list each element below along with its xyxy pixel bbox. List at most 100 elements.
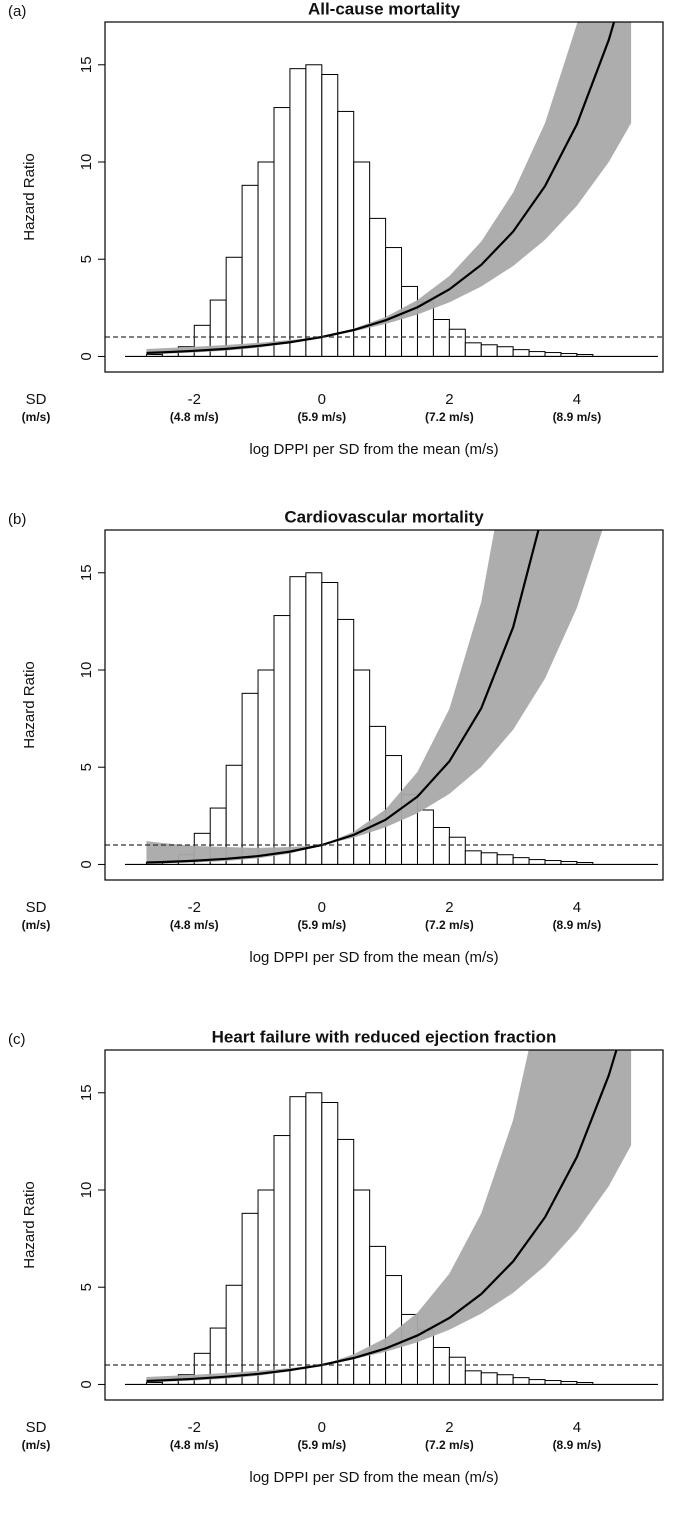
y-tick-label: 15 [78, 1084, 95, 1101]
histogram-bar [337, 618, 355, 865]
histogram-bar [448, 836, 466, 865]
y-tick-label: 15 [78, 56, 95, 73]
x-tick-sublabel: (5.9 m/s) [297, 1438, 346, 1452]
histogram-bar [480, 852, 498, 865]
histogram-bar [528, 1379, 546, 1385]
histogram-bar [448, 328, 466, 357]
x-tick-subrow-label: (m/s) [22, 918, 51, 932]
histogram-bar [432, 827, 450, 865]
x-tick-label: -2 [188, 391, 201, 408]
histogram-bar [512, 349, 530, 357]
histogram-bar [369, 217, 387, 357]
y-axis-label: Hazard Ratio [21, 661, 38, 749]
histogram-bar [321, 1102, 339, 1385]
hazard-curve [146, 22, 616, 355]
histogram-bar [305, 1092, 323, 1385]
plot-frame [104, 21, 664, 373]
y-tick-label: 5 [78, 255, 95, 263]
y-tick-label: 0 [78, 860, 95, 868]
x-tick-sublabel: (4.8 m/s) [170, 918, 219, 932]
histogram-bar [496, 854, 514, 865]
histogram-bar [289, 1096, 307, 1385]
plot-frame [104, 529, 664, 881]
x-tick-label: 4 [573, 899, 581, 916]
histogram-bar [321, 582, 339, 865]
histogram-bar [257, 161, 275, 357]
panel-label: (a) [8, 3, 26, 20]
histogram-bar [432, 319, 450, 357]
x-tick-sublabel: (4.8 m/s) [170, 410, 219, 424]
histogram-bar [480, 1372, 498, 1385]
histogram-bar [432, 1347, 450, 1385]
histogram-bar [416, 809, 434, 865]
histogram-bar [257, 1189, 275, 1385]
histogram-bar [289, 576, 307, 865]
x-tick-label: 4 [573, 1419, 581, 1436]
histogram-bar [480, 344, 498, 357]
x-tick-sublabel: (8.9 m/s) [553, 918, 602, 932]
histogram-bar [385, 247, 403, 357]
histogram-bar [273, 107, 291, 357]
x-tick-sublabel: (8.9 m/s) [553, 410, 602, 424]
histogram-bar [337, 1138, 355, 1385]
histogram-bar [512, 1377, 530, 1385]
x-tick-label: 2 [445, 1419, 453, 1436]
histogram-bar [257, 669, 275, 865]
panel-label: (b) [8, 511, 26, 528]
y-tick-label: 15 [78, 564, 95, 581]
x-tick-sublabel: (7.2 m/s) [425, 918, 474, 932]
histogram-bar [241, 184, 259, 357]
x-tick-row-label: SD [26, 899, 47, 916]
chart-title: Cardiovascular mortality [284, 507, 484, 526]
plot-frame [104, 1049, 664, 1401]
x-tick-label: 2 [445, 899, 453, 916]
histogram-bar [464, 342, 482, 357]
plot-area [105, 530, 663, 866]
x-tick-label: 0 [318, 1419, 326, 1436]
confidence-band [146, 530, 603, 864]
x-tick-sublabel: (7.2 m/s) [425, 410, 474, 424]
y-tick-label: 0 [78, 1380, 95, 1388]
x-tick-sublabel: (7.2 m/s) [425, 1438, 474, 1452]
y-axis-label: Hazard Ratio [21, 153, 38, 241]
histogram-bar [225, 1284, 243, 1385]
hazard-curve [146, 530, 540, 864]
histogram-bar [496, 1374, 514, 1385]
confidence-band [146, 1050, 632, 1383]
panel: (c) Heart failure with reduced ejection f… [8, 1027, 664, 1486]
panel: (a) All-cause mortality Hazard Ratio log DP… [8, 0, 664, 458]
x-tick-sublabel: (5.9 m/s) [297, 918, 346, 932]
y-tick-label: 10 [78, 154, 95, 171]
y-tick-label: 0 [78, 352, 95, 360]
y-tick-label: 5 [78, 763, 95, 771]
histogram-bar [321, 74, 339, 357]
histogram-bar [528, 351, 546, 357]
histogram-bar [464, 1370, 482, 1385]
y-tick-label: 5 [78, 1283, 95, 1291]
histogram-bar [289, 68, 307, 357]
histogram-bar [273, 615, 291, 865]
histogram-bar [464, 850, 482, 865]
x-axis-label: log DPPI per SD from the mean (m/s) [249, 1469, 498, 1486]
x-tick-subrow-label: (m/s) [22, 410, 51, 424]
histogram-bar [512, 857, 530, 865]
chart-title: Heart failure with reduced ejection frac… [212, 1027, 557, 1046]
x-tick-sublabel: (4.8 m/s) [170, 1438, 219, 1452]
y-tick-label: 10 [78, 1182, 95, 1199]
x-tick-label: 0 [318, 899, 326, 916]
x-tick-row-label: SD [26, 391, 47, 408]
histogram-bar [241, 1212, 259, 1385]
histogram-bar [241, 692, 259, 865]
panel-label: (c) [8, 1031, 26, 1048]
histogram-bar [528, 859, 546, 865]
x-axis-label: log DPPI per SD from the mean (m/s) [249, 949, 498, 966]
x-tick-subrow-label: (m/s) [22, 1438, 51, 1452]
histogram-bar [305, 64, 323, 357]
x-tick-label: 0 [318, 391, 326, 408]
x-tick-label: -2 [188, 1419, 201, 1436]
histogram-bar [448, 1356, 466, 1385]
x-tick-label: -2 [188, 899, 201, 916]
histogram-bar [369, 1245, 387, 1385]
